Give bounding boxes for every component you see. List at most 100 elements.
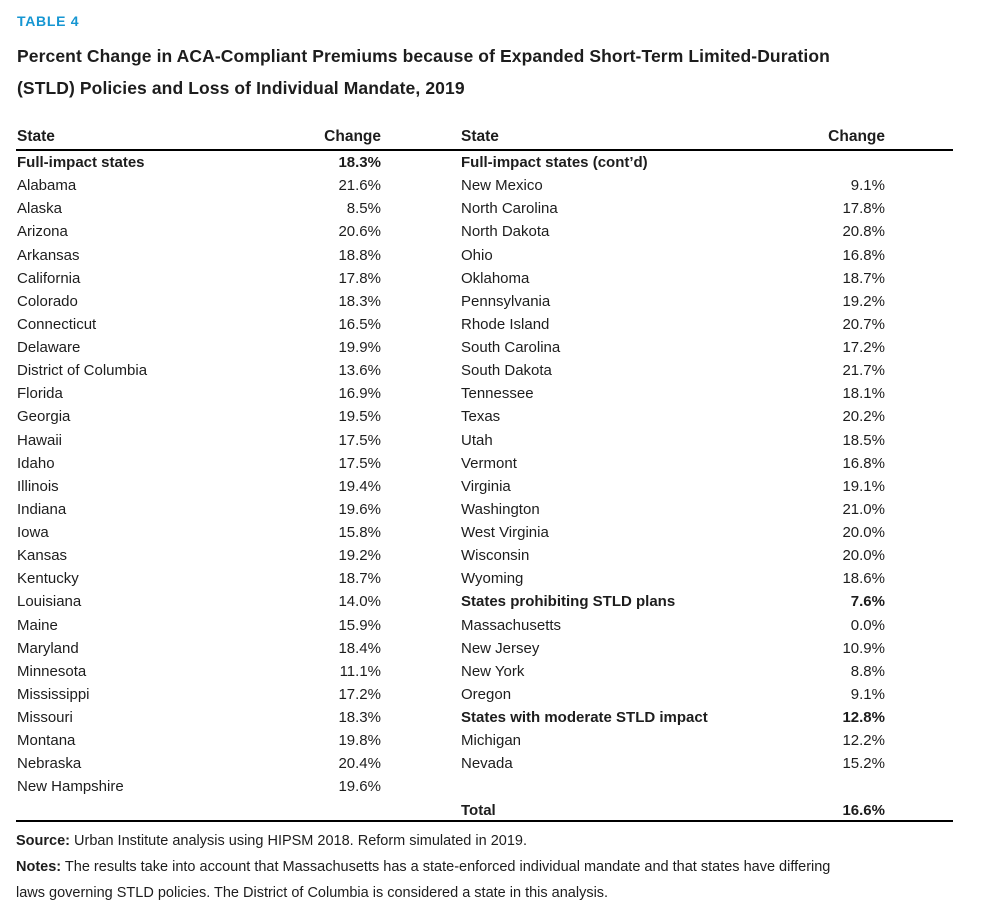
change-cell: 19.2% (842, 292, 885, 310)
change-cell: 16.8% (842, 454, 885, 472)
state-cell: Tennessee (461, 385, 534, 403)
state-cell: Total (461, 801, 496, 819)
state-cell: Alaska (17, 200, 63, 218)
state-cell: Maine (17, 616, 58, 634)
state-cell: States prohibiting STLD plans (461, 593, 676, 611)
change-cell: 17.2% (842, 339, 885, 356)
table-row: Maryland 18.4% (16, 637, 381, 660)
title-line-1: Percent Change in ACA-Compliant Premiums… (17, 46, 830, 66)
change-cell: 16.8% (842, 246, 885, 264)
change-cell: 17.5% (338, 454, 381, 472)
table-row: New Mexico 9.1% (460, 174, 885, 197)
table-row: Washington 21.0% (460, 498, 885, 521)
change-cell: 16.6% (842, 801, 885, 819)
table-row: Iowa 15.8% (16, 521, 381, 544)
change-cell: 8.8% (850, 662, 885, 680)
change-cell: 19.1% (842, 477, 885, 495)
table-row: Tennessee 18.1% (460, 382, 885, 405)
state-cell: Massachusetts (461, 616, 562, 634)
change-cell: 16.9% (338, 385, 381, 403)
header-column-gap (381, 127, 460, 147)
change-cell: 15.8% (338, 524, 381, 541)
table-row: Kansas 19.2% (16, 544, 381, 567)
table-row: North Carolina 17.8% (460, 197, 885, 220)
table-row: Connecticut 16.5% (16, 313, 381, 336)
table-row: Massachusetts 0.0% (460, 614, 885, 637)
change-cell: 17.8% (842, 200, 885, 218)
table-row: West Virginia 20.0% (460, 521, 885, 544)
change-cell: 18.1% (842, 385, 885, 403)
change-cell: 12.8% (842, 709, 885, 726)
state-cell: Rhode Island (461, 315, 550, 333)
table-row: Pennsylvania 19.2% (460, 290, 885, 313)
table-row: Total 16.6% (460, 799, 885, 822)
table-label: TABLE 4 (17, 13, 80, 29)
table-row: Utah 18.5% (460, 429, 885, 452)
table-row: Kentucky 18.7% (16, 567, 381, 590)
state-cell: Kansas (17, 547, 68, 565)
state-cell: Arkansas (17, 246, 80, 264)
table-row: Arkansas 18.8% (16, 244, 381, 267)
table-column-right: Full-impact states (cont’d) New Mexico 9.1… (460, 151, 885, 822)
table-row: Mississippi 17.2% (16, 683, 381, 706)
state-cell: North Carolina (461, 200, 558, 218)
table-row: Indiana 19.6% (16, 498, 381, 521)
state-cell: South Carolina (461, 339, 561, 356)
column-header-change-right: Change (828, 128, 885, 145)
table-row: Florida 16.9% (16, 382, 381, 405)
state-cell: Iowa (17, 524, 49, 541)
state-cell: Minnesota (17, 662, 87, 680)
change-cell: 18.6% (842, 570, 885, 588)
state-cell: Oregon (461, 685, 512, 703)
change-cell: 18.7% (338, 570, 381, 588)
source-label: Source: (16, 833, 70, 849)
state-cell: Connecticut (17, 315, 97, 333)
notes-label: Notes: (16, 858, 62, 875)
change-cell: 21.6% (338, 177, 381, 195)
table-body: Full-impact states 18.3% Alabama 21.6% Alask… (16, 151, 953, 822)
title-line-2: (STLD) Policies and Loss of Individual M… (17, 78, 465, 98)
header-group-right: State Change (460, 127, 885, 147)
table-row: Louisiana 14.0% (16, 590, 381, 613)
state-cell: Utah (461, 431, 493, 449)
header-group-left: State Change (16, 127, 381, 147)
change-cell: 15.2% (842, 755, 885, 773)
table-row: Vermont 16.8% (460, 452, 885, 475)
change-cell: 0.0% (850, 616, 885, 634)
table-row: New Jersey 10.9% (460, 637, 885, 660)
state-cell: Kentucky (17, 570, 79, 588)
change-cell: 17.2% (338, 685, 381, 703)
table-row: Delaware 19.9% (16, 336, 381, 359)
table-row: States prohibiting STLD plans 7.6% (460, 590, 885, 613)
state-cell: Mississippi (17, 685, 90, 703)
table-row: Full-impact states 18.3% (16, 151, 381, 174)
source-text: Urban Institute analysis using HIPSM 201… (74, 833, 527, 849)
change-cell: 8.5% (346, 200, 381, 218)
change-cell: 18.8% (338, 246, 381, 264)
state-cell: Georgia (17, 408, 71, 426)
change-cell: 15.9% (338, 616, 381, 634)
table-row: North Dakota 20.8% (460, 220, 885, 243)
table-row: California 17.8% (16, 267, 381, 290)
state-cell: Idaho (17, 454, 55, 472)
state-cell: Montana (17, 732, 76, 750)
change-cell: 19.9% (338, 339, 381, 356)
state-cell: West Virginia (461, 524, 549, 541)
state-cell: North Dakota (461, 223, 550, 241)
change-cell: 18.3% (338, 292, 381, 310)
state-cell: New Hampshire (17, 778, 124, 796)
column-header-state-left: State (17, 128, 55, 145)
page-title: Percent Change in ACA-Compliant Premiums… (16, 40, 953, 104)
column-header-state-right: State (461, 128, 499, 145)
table-row: Hawaii 17.5% (16, 429, 381, 452)
state-cell: Nevada (461, 755, 513, 773)
change-cell: 20.4% (338, 755, 381, 773)
change-cell: 19.6% (338, 500, 381, 518)
table-row: Nebraska 20.4% (16, 752, 381, 775)
state-cell: California (17, 269, 81, 287)
state-cell: Michigan (461, 732, 522, 750)
table-row: South Carolina 17.2% (460, 336, 885, 359)
column-header-change-left: Change (324, 128, 381, 145)
notes-line-1: Notes: The results take into account tha… (16, 855, 953, 881)
